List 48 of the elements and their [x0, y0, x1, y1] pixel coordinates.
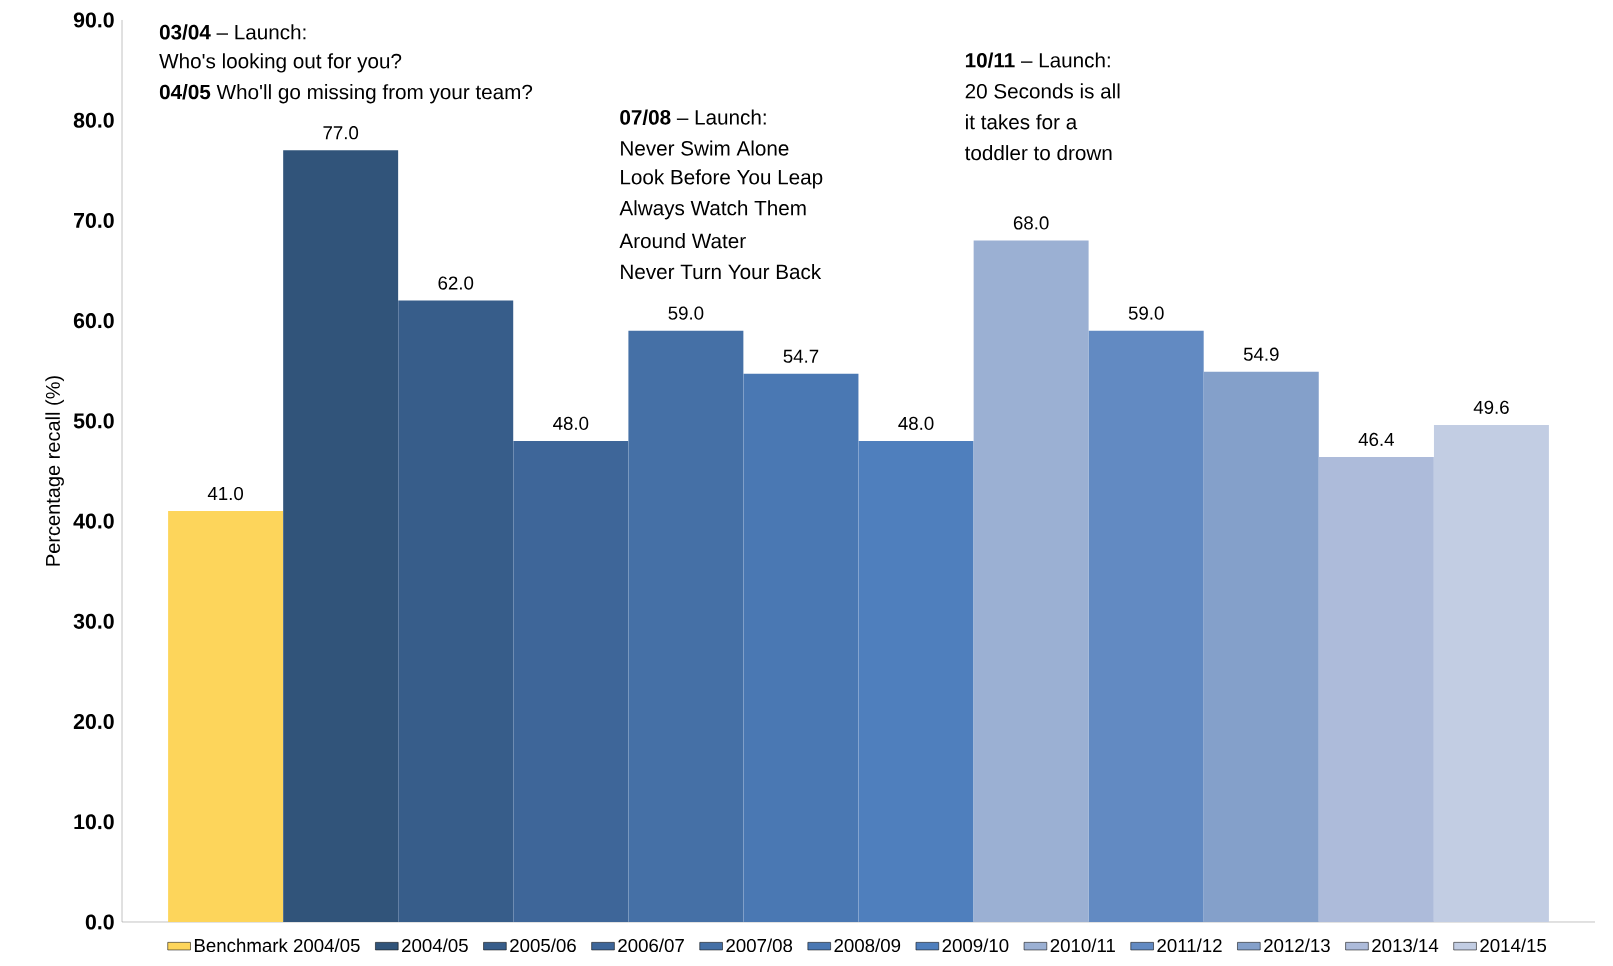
data-label: 49.6: [1473, 400, 1509, 414]
y-tick-label: 60.0: [73, 313, 114, 329]
legend-label: 2011/12: [1157, 938, 1222, 953]
annotation: 04/05 Who'll go missing from your team?: [159, 84, 533, 104]
data-label: 41.0: [207, 486, 244, 501]
legend-label: 2006/07: [618, 938, 684, 953]
y-tick-label: 90.0: [73, 12, 114, 28]
data-label: 54.9: [1243, 347, 1279, 361]
y-tick-label: 30.0: [73, 613, 114, 629]
data-label: 62.0: [438, 276, 474, 290]
y-tick-label: 20.0: [73, 714, 114, 730]
annotation: toddler to drown: [964, 145, 1112, 161]
data-label: 59.0: [1128, 306, 1164, 320]
legend-label: 2014/15: [1480, 938, 1547, 953]
y-tick-label: 70.0: [74, 212, 114, 228]
annotation: Always Watch Them: [619, 200, 806, 220]
y-tick-label: 80.0: [73, 112, 114, 128]
legend-label: 2008/09: [834, 938, 901, 953]
annotation: Who's looking out for you?: [159, 53, 402, 73]
legend-label: 2009/10: [942, 938, 1009, 953]
annotation: Look Before You Leap: [621, 169, 823, 189]
legend-label: 2005/06: [510, 938, 576, 953]
annotation: 03/04 – Launch:: [159, 24, 306, 40]
y-axis-title: Percentage recall (%): [45, 376, 64, 566]
annotation: 07/08 – Launch:: [620, 109, 766, 125]
annotation: it takes for a: [966, 114, 1078, 130]
data-label: 48.0: [898, 416, 934, 430]
legend-label: Benchmark 2004/05: [194, 938, 360, 953]
y-tick-label: 40.0: [73, 513, 114, 529]
annotation: 20 Seconds is all: [965, 83, 1120, 99]
legend-label: 2012/13: [1264, 938, 1330, 953]
y-tick-label: 0.0: [85, 914, 114, 930]
legend-label: 2007/08: [726, 938, 793, 953]
y-tick-label: 10.0: [74, 814, 114, 830]
data-label: 54.7: [783, 349, 819, 363]
data-label: 46.4: [1358, 432, 1394, 447]
annotation: 10/11 – Launch:: [965, 52, 1110, 68]
annotation: Never Turn Your Back: [621, 263, 822, 280]
annotation: Never Swim Alone: [621, 140, 789, 156]
y-tick-label: 50.0: [73, 413, 114, 429]
annotation: Around Water: [619, 233, 746, 249]
legend-label: 2010/11: [1050, 938, 1115, 953]
legend-label: 2013/14: [1372, 938, 1439, 953]
data-label: 48.0: [553, 416, 589, 430]
legend-label: 2004/05: [402, 938, 468, 953]
data-label: 68.0: [1013, 216, 1049, 230]
data-label: 59.0: [668, 306, 704, 320]
data-label: 77.0: [323, 126, 359, 140]
